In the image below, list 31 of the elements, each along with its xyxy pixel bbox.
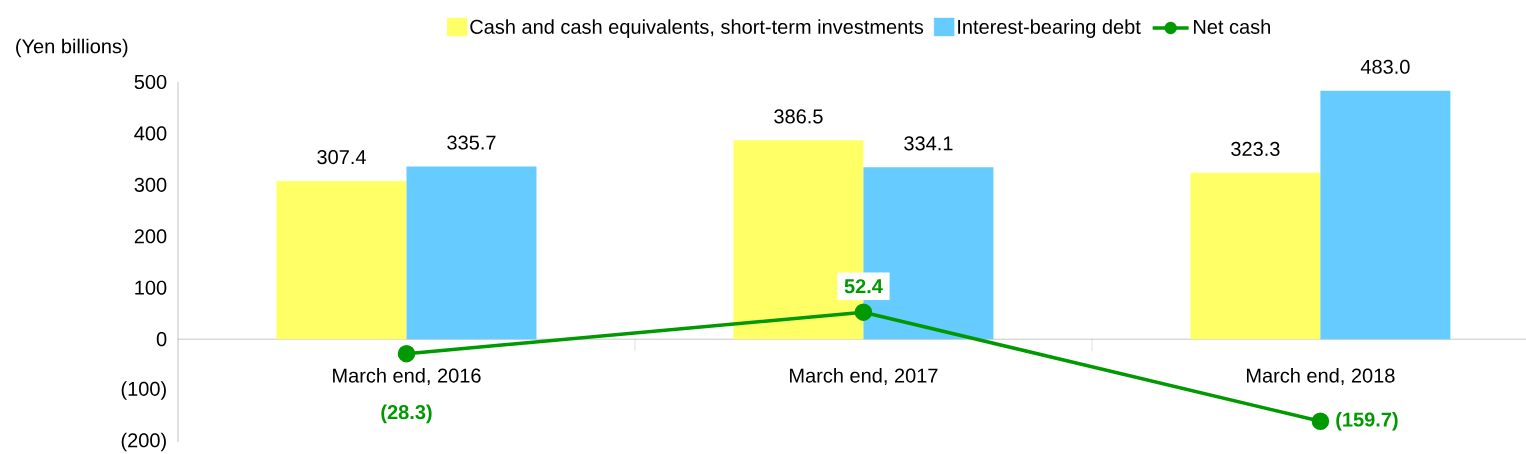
- bar: [276, 181, 407, 340]
- data-label: 335.7: [447, 135, 496, 150]
- legend-label: Net cash: [1194, 19, 1270, 34]
- x-tick-label: March end, 2018: [1246, 368, 1395, 386]
- x-tick-label: March end, 2017: [790, 368, 938, 386]
- x-tick-label: March end, 2016: [333, 368, 481, 386]
- y-tick-label: 200: [134, 229, 167, 244]
- y-axis-title: (Yen billions): [16, 38, 128, 58]
- data-label: (159.7): [1336, 411, 1398, 431]
- y-tick-label: (200): [121, 432, 166, 452]
- legend-label: Interest-bearing debt: [958, 19, 1141, 38]
- data-label: 323.3: [1231, 141, 1280, 156]
- data-label: 307.4: [317, 150, 366, 165]
- point: [1311, 412, 1330, 431]
- y-tick-label: 100: [135, 280, 167, 295]
- y-tick-label: 400: [134, 126, 167, 141]
- point: [854, 303, 873, 321]
- legend-label: Cash and cash equivalents, short-term investments: [470, 19, 924, 38]
- data-label: 483.0: [1360, 59, 1410, 74]
- y-tick-label: 300: [134, 177, 167, 192]
- point: [397, 344, 416, 363]
- data-label: 334.1: [904, 136, 953, 151]
- data-label: (28.3): [381, 404, 432, 424]
- data-label: 386.5: [774, 109, 823, 124]
- bar: [406, 166, 537, 340]
- bar: [1320, 90, 1451, 340]
- y-tick-label: (100): [121, 381, 166, 400]
- y-tick-label: 500: [134, 74, 167, 90]
- data-label: 52.4: [844, 279, 883, 294]
- bar: [1190, 172, 1321, 340]
- y-tick-label: 0: [156, 332, 167, 347]
